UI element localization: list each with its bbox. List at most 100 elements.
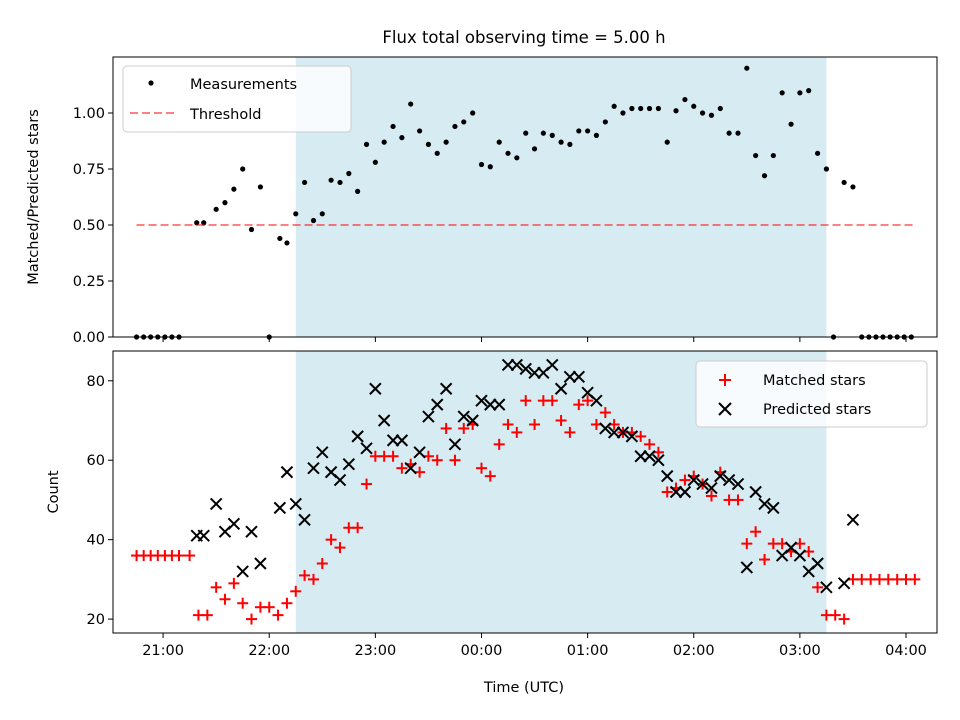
measurement-point [797, 90, 803, 96]
predicted-star-point [404, 461, 417, 475]
y-tick-label: 0.75 [73, 162, 105, 178]
matched-star-point [387, 450, 399, 462]
measurement-point [602, 119, 608, 125]
bottom-x-ticks: 21:00 22:00 23:00 00:00 01:00 02:00 03:00 04:00 [142, 633, 927, 659]
matched-star-point [705, 490, 717, 502]
matched-star-point [201, 609, 213, 621]
predicted-star-point [607, 426, 621, 439]
measurement-point [806, 88, 812, 94]
measurement-point [717, 105, 723, 112]
predicted-star-point [493, 398, 506, 411]
predicted-star-point [333, 473, 347, 487]
predicted-stars-series [190, 358, 860, 594]
predicted-star-point [749, 485, 762, 499]
legend-measurements-label: Measurements [190, 77, 297, 93]
matched-star-point [334, 542, 346, 554]
measurement-point [682, 96, 688, 103]
measurement-point [461, 119, 467, 125]
measurement-point [328, 177, 334, 183]
predicted-star-point [643, 450, 656, 463]
predicted-star-point [625, 430, 639, 443]
measurement-point [240, 166, 246, 172]
measurement-point [505, 150, 511, 156]
measurement-point [231, 186, 237, 192]
x-axis-label: Time (UTC) [483, 680, 564, 696]
predicted-star-point [519, 362, 532, 376]
predicted-star-point [413, 446, 426, 459]
predicted-star-point [599, 422, 612, 435]
y-tick-label: 0.25 [73, 274, 105, 290]
y-tick-label: 1.00 [73, 106, 105, 122]
x-tick-label: 00:00 [461, 643, 503, 659]
x-tick-label: 03:00 [779, 643, 821, 659]
predicted-star-point [572, 370, 586, 384]
matched-star-point [299, 569, 311, 581]
predicted-star-point [740, 561, 754, 574]
matched-star-point [263, 601, 275, 613]
predicted-star-point [590, 394, 603, 407]
measurement-point [549, 132, 555, 138]
measurement-point [841, 179, 847, 186]
matched-star-point [246, 613, 258, 625]
measurement-point [434, 150, 440, 156]
measurement-point [425, 141, 432, 147]
matched-star-point [732, 494, 744, 506]
y-tick-label: 40 [87, 533, 105, 549]
predicted-star-point [563, 370, 577, 384]
predicted-star-point [422, 410, 435, 423]
predicted-star-point [280, 465, 294, 479]
matched-star-point [458, 422, 470, 434]
measurement-point [655, 105, 662, 112]
matched-star-point [564, 426, 576, 438]
matched-star-point [184, 550, 196, 562]
matched-star-point [307, 573, 319, 585]
matched-star-point [431, 454, 443, 466]
measurement-point [815, 150, 821, 156]
matched-star-point [750, 526, 762, 538]
measurement-point [726, 130, 732, 136]
predicted-star-point [722, 473, 736, 487]
matched-star-point [643, 438, 655, 450]
predicted-star-point [316, 446, 329, 459]
x-tick-label: 04:00 [885, 643, 927, 659]
predicted-star-point [484, 398, 497, 411]
measurement-point [779, 90, 785, 96]
bottom-axes-frame [112, 350, 938, 634]
chart-title: Flux total observing time = 5.00 h [382, 28, 665, 47]
matched-star-point [228, 577, 240, 589]
top-axes-frame [112, 56, 938, 338]
measurement-point [558, 139, 564, 145]
measurement-point [213, 206, 219, 212]
top-y-ticks: 0.00 0.25 0.50 0.75 1.00 [73, 106, 113, 346]
matched-star-point [493, 438, 505, 450]
y-tick-label: 20 [87, 612, 105, 628]
predicted-star-point [360, 442, 373, 455]
measurement-point [390, 123, 396, 130]
matched-star-point [679, 474, 691, 486]
matched-star-point [812, 581, 824, 593]
measurement-point [284, 240, 290, 246]
predicted-star-point [678, 485, 692, 499]
predicted-star-point [634, 450, 647, 463]
predicted-star-point [386, 434, 400, 447]
measurement-point [355, 188, 361, 194]
x-tick-label: 21:00 [142, 643, 184, 659]
predicted-star-point [731, 477, 745, 491]
matched-star-point [290, 585, 302, 597]
predicted-star-point [307, 461, 320, 475]
measurement-point [593, 132, 600, 138]
predicted-star-point [820, 581, 833, 594]
matched-star-point [316, 557, 328, 569]
measurement-point [567, 141, 573, 147]
y-tick-label: 80 [87, 374, 105, 390]
predicted-star-point [687, 473, 700, 487]
measurement-point [487, 164, 493, 170]
matched-star-point [440, 422, 452, 434]
measurement-point [585, 128, 591, 134]
matched-stars-series [131, 395, 921, 625]
predicted-star-point [669, 485, 683, 499]
predicted-star-point [245, 525, 258, 538]
predicted-star-point [254, 557, 267, 570]
top-x-ticks [162, 337, 907, 342]
top-shaded-region [295, 57, 827, 337]
